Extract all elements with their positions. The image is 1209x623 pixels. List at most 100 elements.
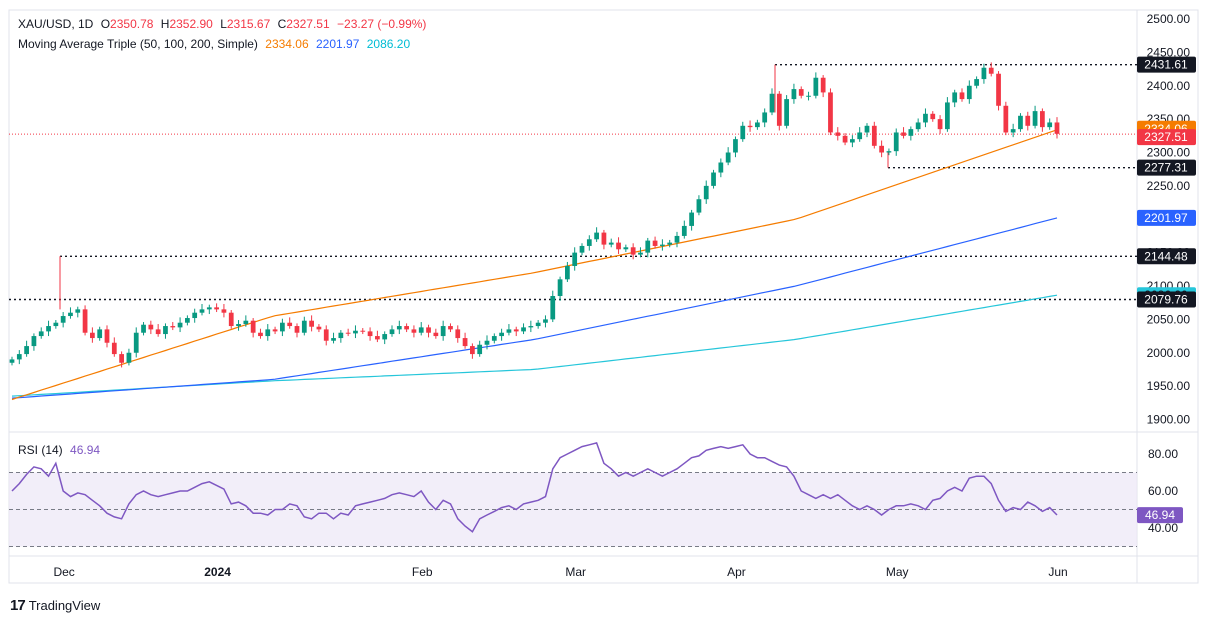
candle-body <box>448 326 453 330</box>
candle-body <box>923 113 928 123</box>
candle-body <box>148 324 154 330</box>
price-tick-label: 2500.00 <box>1147 12 1191 26</box>
candle-body <box>681 225 687 236</box>
candle-body <box>31 336 37 347</box>
candle-body <box>228 312 234 327</box>
rsi-tick-label: 60.00 <box>1148 484 1178 498</box>
candle-body <box>404 326 409 330</box>
low-label: L <box>220 17 227 31</box>
price-tick-label: 2300.00 <box>1147 146 1191 160</box>
candle-body <box>784 99 789 126</box>
time-tick-label: Feb <box>412 565 433 579</box>
candle-body <box>996 73 1001 106</box>
close-value: 2327.51 <box>286 17 330 31</box>
price-badge <box>1137 291 1196 308</box>
candle-body <box>813 77 819 96</box>
candle-body <box>798 89 804 96</box>
candle-body <box>258 332 263 337</box>
price-badge <box>1137 56 1196 73</box>
candle-body <box>820 77 826 93</box>
candle-body <box>177 322 183 328</box>
candle-body <box>287 322 293 327</box>
price-tick-label: 2450.00 <box>1147 45 1191 59</box>
rsi-tick-label: 40.00 <box>1148 521 1178 535</box>
candle-body <box>579 245 585 253</box>
candle-body <box>272 329 278 332</box>
candle-body <box>776 93 782 126</box>
candle-body <box>1040 111 1045 128</box>
candle-body <box>696 199 702 213</box>
candle-body <box>616 242 621 250</box>
candle-body <box>375 336 380 340</box>
candle-body <box>850 139 855 143</box>
candle-body <box>301 320 307 333</box>
candles <box>9 62 1060 368</box>
candle-body <box>155 329 161 335</box>
change-value: −23.27 (−0.99%) <box>337 17 427 31</box>
time-tick-label: Jun <box>1048 565 1067 579</box>
candle-body <box>703 185 709 200</box>
candle-body <box>367 331 373 337</box>
candle-body <box>959 92 965 100</box>
candle-body <box>462 338 468 347</box>
rsi-line <box>11 442 1058 533</box>
candle-body <box>528 326 534 328</box>
price-badge-label: 2327.51 <box>1144 130 1188 144</box>
candle-body <box>24 346 29 355</box>
candle-body <box>630 247 636 255</box>
candle-body <box>60 316 66 323</box>
candle-body <box>660 244 665 246</box>
candle-body <box>323 329 329 341</box>
candle-body <box>345 332 351 334</box>
symbol-label: XAU/USD, 1D <box>18 17 94 31</box>
price-badge <box>1137 159 1196 176</box>
candle-body <box>762 112 768 123</box>
candle-body <box>1003 105 1009 133</box>
candle-body <box>557 279 563 297</box>
candle-body <box>733 139 738 153</box>
price-badge-label: 2144.48 <box>1144 249 1188 263</box>
candle-body <box>309 320 314 327</box>
price-badge-label: 2431.61 <box>1144 58 1188 72</box>
candle-body <box>521 327 526 332</box>
candle-body <box>835 132 841 136</box>
candle-body <box>192 312 198 319</box>
chart-border <box>8 9 1199 584</box>
price-tick-label: 2250.00 <box>1147 179 1191 193</box>
candle-body <box>133 332 139 353</box>
candle-body <box>674 235 680 243</box>
candle-body <box>97 329 103 339</box>
candle-body <box>608 242 614 245</box>
candle-body <box>974 79 979 86</box>
ma100-value: 2201.97 <box>316 37 360 51</box>
candle-body <box>411 329 417 333</box>
candle-body <box>440 326 446 337</box>
candle-body <box>75 309 81 313</box>
candle-body <box>206 307 212 310</box>
rsi-legend: RSI (14) 46.94 <box>18 443 104 457</box>
time-tick-label: 2024 <box>204 565 231 579</box>
candle-body <box>82 309 88 333</box>
candle-body <box>755 122 760 128</box>
candle-body <box>243 320 249 325</box>
price-tick-label: 2000.00 <box>1147 346 1191 360</box>
candle-body <box>937 119 943 130</box>
candle-body <box>9 359 15 363</box>
candle-body <box>842 135 848 143</box>
candle-body <box>360 330 366 332</box>
candle-body <box>945 102 950 130</box>
candle-body <box>791 89 797 100</box>
candle-body <box>16 354 22 360</box>
candle-body <box>806 95 811 97</box>
candle-body <box>893 132 899 152</box>
candle-body <box>68 312 73 317</box>
candle-body <box>908 129 914 136</box>
candle-body <box>623 247 629 250</box>
candle-body <box>966 85 972 100</box>
time-tick-label: Apr <box>727 565 746 579</box>
candle-body <box>1047 122 1053 128</box>
candle-body <box>280 322 285 332</box>
candle-body <box>250 320 256 333</box>
rsi-title: RSI (14) <box>18 443 63 457</box>
